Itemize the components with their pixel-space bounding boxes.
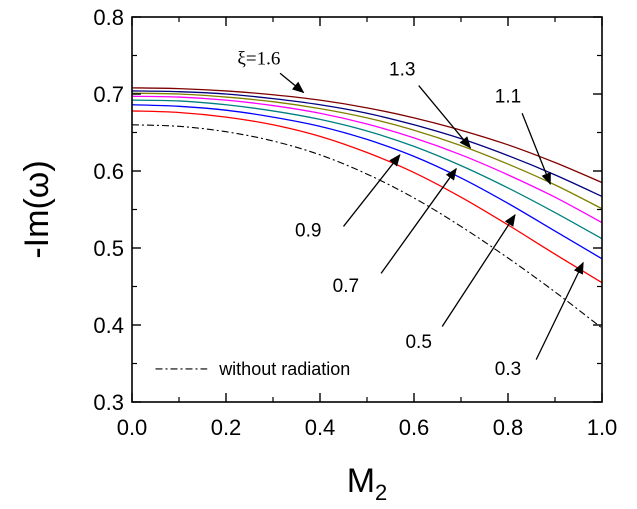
annotation-label-4: 0.7 [333, 276, 359, 297]
legend: without radiation [155, 359, 350, 379]
series-line-without-radiation [131, 124, 603, 329]
y-tick-label: 0.5 [93, 236, 124, 261]
series-line-5 [131, 90, 603, 198]
annotation-arrow-4 [380, 167, 457, 274]
x-tick-label: 0.8 [493, 415, 524, 440]
series-line-0 [131, 110, 603, 284]
series-line-6 [131, 87, 603, 184]
annotation-layer: ξ=1.6 1.3 1.1 0.9 0.7 0.5 0.3 [237, 49, 584, 380]
x-axis-label-subscript: 2 [375, 480, 387, 504]
x-axis-label-main: M [347, 462, 375, 500]
annotation-arrow-0 [279, 72, 305, 94]
annotation-arrow-3 [342, 154, 401, 227]
y-tick-label: 0.4 [93, 313, 124, 338]
y-tick-label: 0.8 [93, 5, 124, 30]
annotation-label-5: 0.5 [405, 332, 431, 353]
annotation-label-1: 1.3 [389, 60, 415, 81]
x-tick-label: 0.2 [211, 415, 242, 440]
annotation-arrow-6 [535, 261, 584, 360]
series-layer [131, 87, 603, 329]
y-tick-label: 0.6 [93, 159, 124, 184]
y-tick-label: 0.7 [93, 82, 124, 107]
annotation-arrow-2 [521, 113, 551, 186]
annotation-label-2: 1.1 [495, 86, 521, 107]
annotation-arrow-1 [418, 85, 472, 149]
x-tick-label: 0.4 [305, 415, 336, 440]
series-line-3 [131, 95, 603, 224]
x-tick-label: 0.0 [117, 415, 148, 440]
x-tick-label: 0.6 [399, 415, 430, 440]
series-line-2 [131, 99, 603, 240]
y-axis-label: -Im(ω) [18, 160, 56, 258]
axis-labels: M2 -Im(ω) [18, 160, 388, 505]
axes [131, 16, 603, 403]
ticks: 0.0 0.2 0.4 0.6 0.8 1.0 0.3 0.4 0.5 0.6 0.7 0.8 [93, 5, 617, 440]
x-tick-label: 1.0 [587, 415, 618, 440]
x-axis-label: M2 [347, 462, 388, 504]
annotation-arrow-5 [441, 214, 516, 327]
annotation-label-0: ξ=1.6 [237, 49, 280, 70]
annotation-label-3: 0.9 [295, 220, 321, 241]
annotation-label-6: 0.3 [495, 359, 521, 380]
plot-frame [131, 16, 603, 403]
series-line-4 [131, 92, 603, 210]
series-line-1 [131, 104, 603, 260]
legend-label-without-radiation: without radiation [218, 359, 350, 379]
y-tick-label: 0.3 [93, 390, 124, 415]
